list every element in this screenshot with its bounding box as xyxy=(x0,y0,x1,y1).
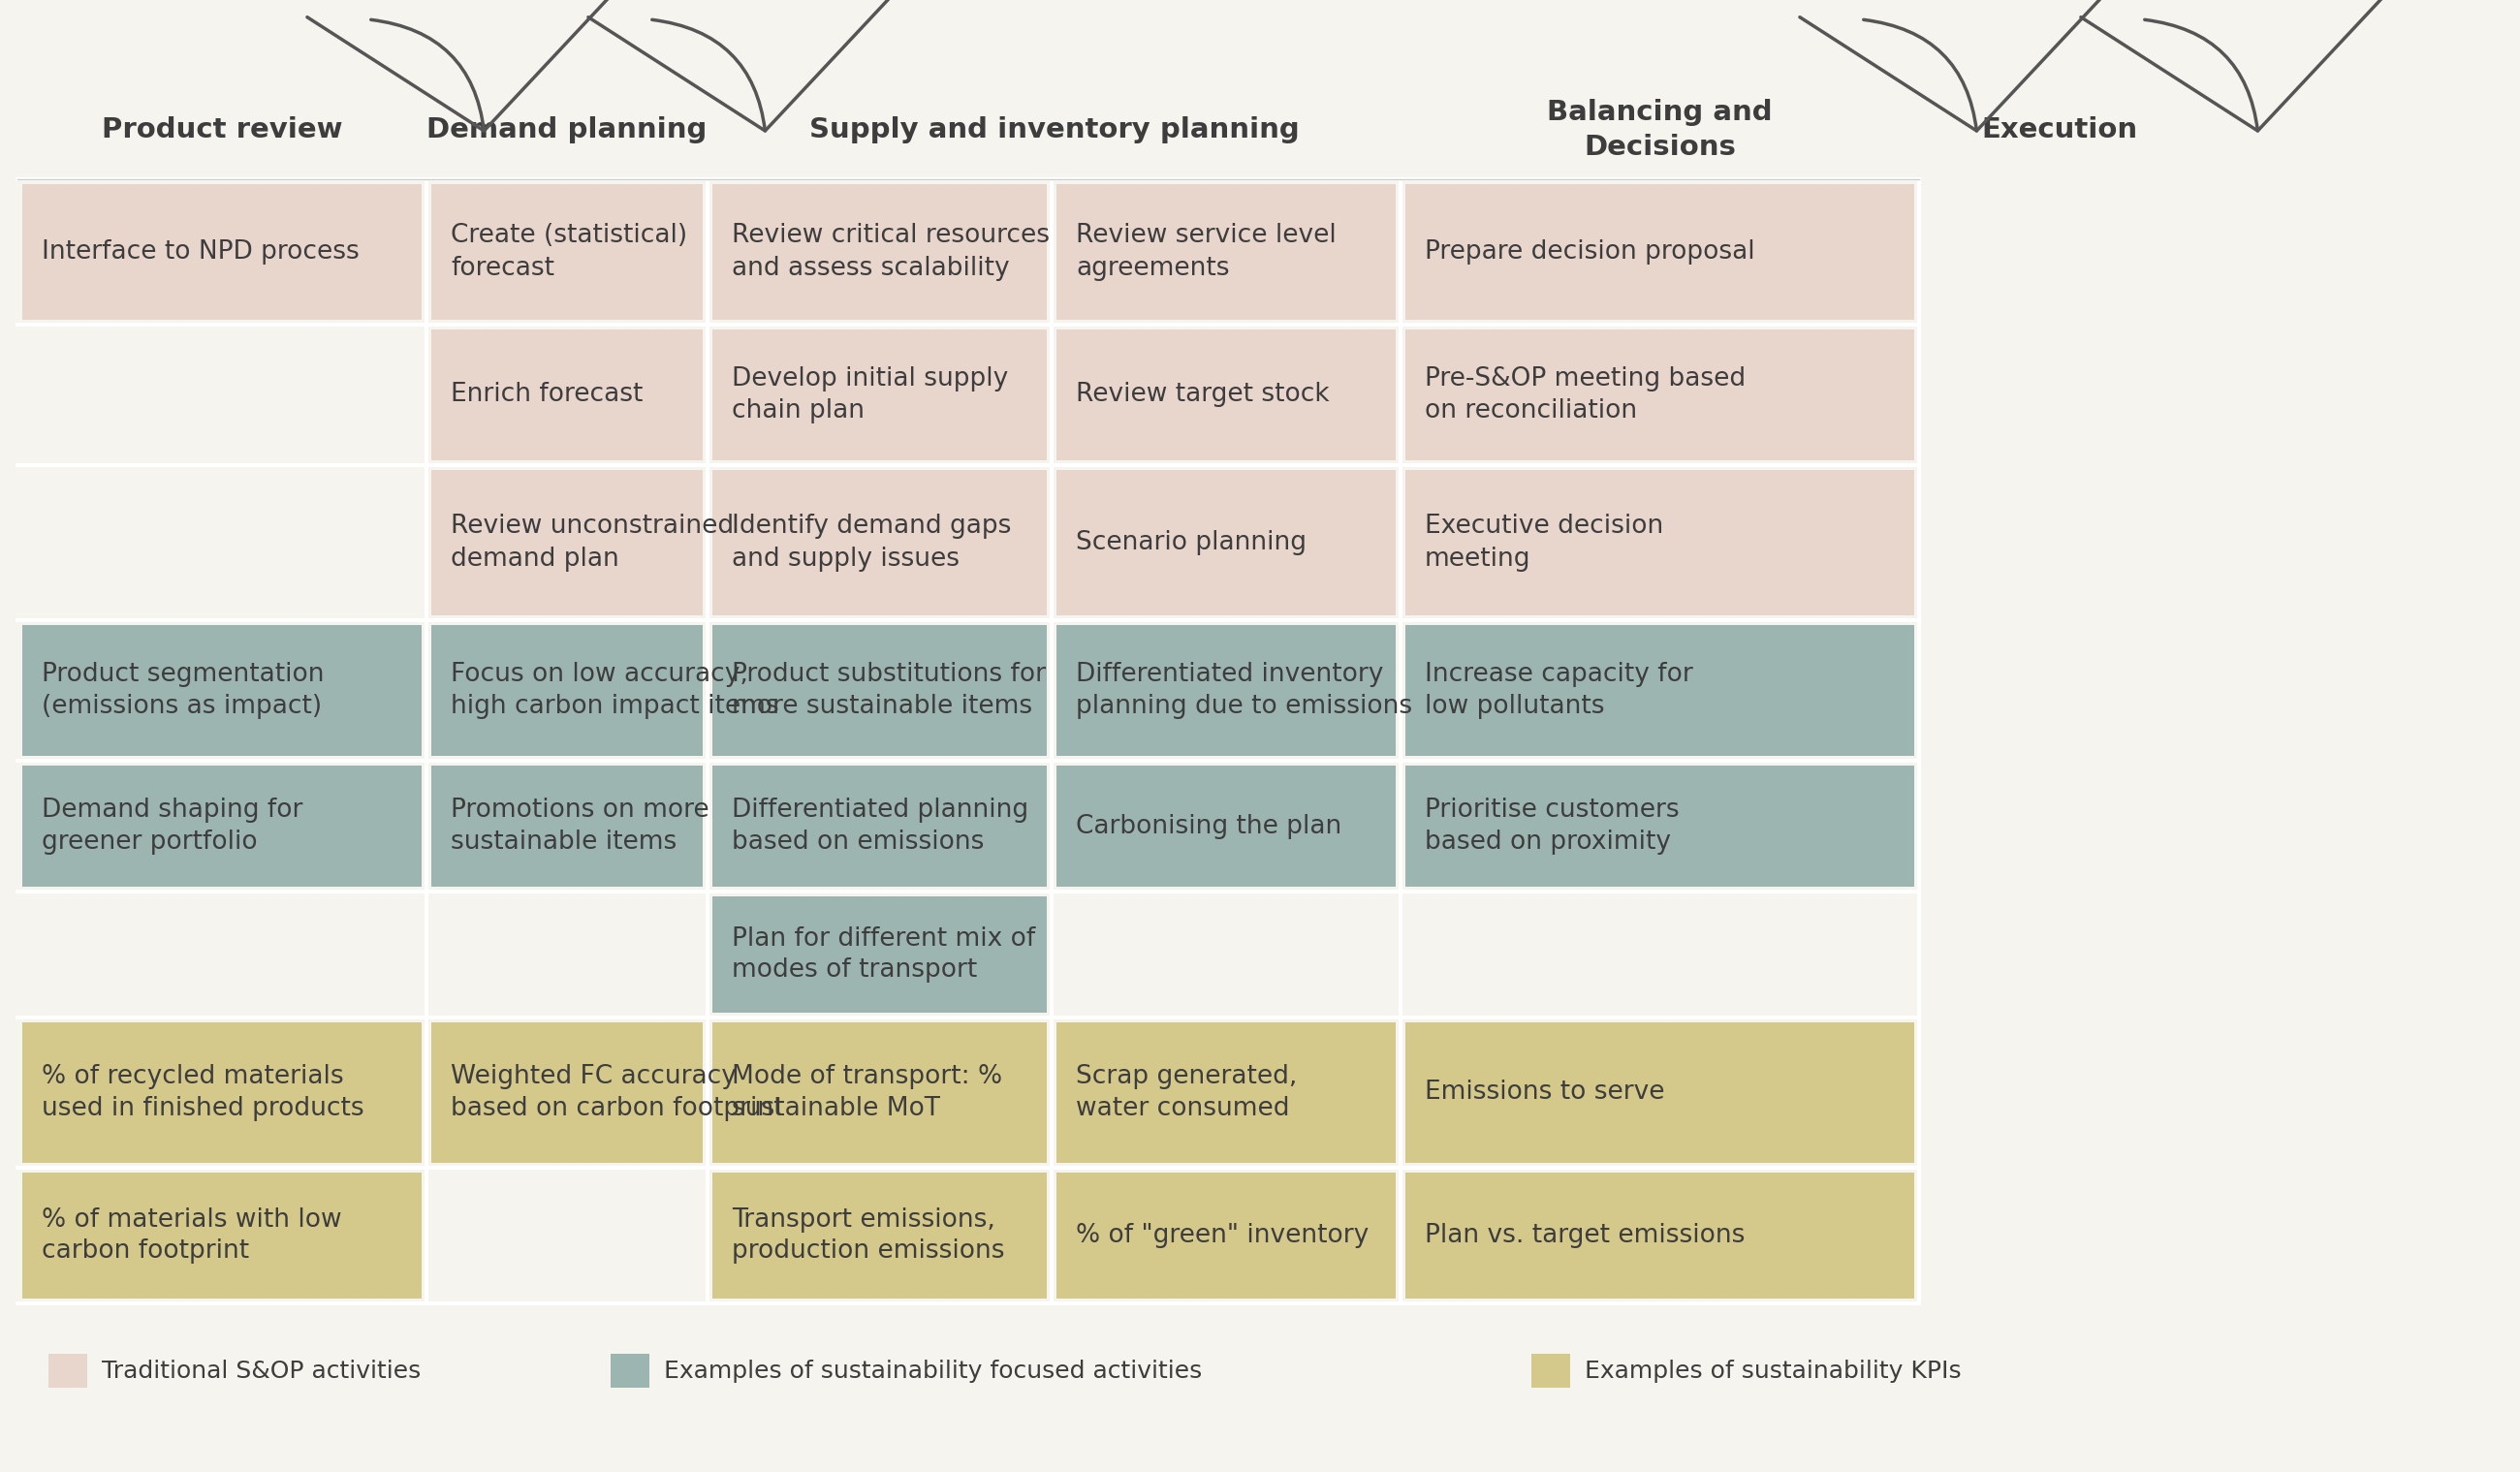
Bar xyxy=(23,1023,421,1163)
Bar xyxy=(713,765,1046,886)
Bar xyxy=(431,1023,703,1163)
Text: Identify demand gaps
and supply issues: Identify demand gaps and supply issues xyxy=(731,514,1011,571)
Bar xyxy=(1406,626,1915,755)
Bar xyxy=(713,626,1046,755)
Bar xyxy=(431,626,703,755)
Bar xyxy=(713,896,1046,1013)
Bar xyxy=(713,330,1046,461)
Bar xyxy=(431,330,703,461)
Text: Carbonising the plan: Carbonising the plan xyxy=(1076,814,1341,839)
Text: Prepare decision proposal: Prepare decision proposal xyxy=(1424,240,1754,265)
Text: Scrap generated,
water consumed: Scrap generated, water consumed xyxy=(1076,1064,1298,1122)
Bar xyxy=(431,184,703,319)
Bar xyxy=(713,184,1046,319)
Bar xyxy=(1056,470,1396,615)
Bar xyxy=(1056,1173,1396,1298)
Text: Product substitutions for
more sustainable items: Product substitutions for more sustainab… xyxy=(731,662,1046,718)
Bar xyxy=(1406,765,1915,886)
Bar xyxy=(1056,1023,1396,1163)
Text: Review critical resources
and assess scalability: Review critical resources and assess sca… xyxy=(731,224,1051,281)
Text: Differentiated inventory
planning due to emissions: Differentiated inventory planning due to… xyxy=(1076,662,1411,718)
Text: Pre-S&OP meeting based
on reconciliation: Pre-S&OP meeting based on reconciliation xyxy=(1424,367,1746,424)
Bar xyxy=(1406,1173,1915,1298)
Text: Demand planning: Demand planning xyxy=(426,116,708,144)
Text: % of "green" inventory: % of "green" inventory xyxy=(1076,1223,1368,1248)
Text: Interface to NPD process: Interface to NPD process xyxy=(43,240,360,265)
Bar xyxy=(23,765,421,886)
Text: % of materials with low
carbon footprint: % of materials with low carbon footprint xyxy=(43,1207,343,1264)
Bar xyxy=(713,1173,1046,1298)
Text: Plan for different mix of
modes of transport: Plan for different mix of modes of trans… xyxy=(731,926,1036,983)
Text: Review service level
agreements: Review service level agreements xyxy=(1076,224,1336,281)
Text: Examples of sustainability focused activities: Examples of sustainability focused activ… xyxy=(663,1360,1202,1382)
Text: Focus on low accuracy,
high carbon impact items: Focus on low accuracy, high carbon impac… xyxy=(451,662,779,718)
Text: Supply and inventory planning: Supply and inventory planning xyxy=(809,116,1300,144)
Bar xyxy=(1406,1023,1915,1163)
Bar xyxy=(1532,1354,1570,1388)
Text: Executive decision
meeting: Executive decision meeting xyxy=(1424,514,1663,571)
Bar xyxy=(1056,626,1396,755)
Bar xyxy=(1056,330,1396,461)
Bar xyxy=(23,1173,421,1298)
Text: Product review: Product review xyxy=(101,116,343,144)
Text: Review unconstrained
demand plan: Review unconstrained demand plan xyxy=(451,514,733,571)
Text: Transport emissions,
production emissions: Transport emissions, production emission… xyxy=(731,1207,1005,1264)
Bar xyxy=(713,1023,1046,1163)
Text: Traditional S&OP activities: Traditional S&OP activities xyxy=(101,1360,421,1382)
Text: Enrich forecast: Enrich forecast xyxy=(451,383,643,408)
Text: Weighted FC accuracy
based on carbon footprint: Weighted FC accuracy based on carbon foo… xyxy=(451,1064,784,1122)
Text: Differentiated planning
based on emissions: Differentiated planning based on emissio… xyxy=(731,798,1028,855)
Bar xyxy=(1406,470,1915,615)
Text: Plan vs. target emissions: Plan vs. target emissions xyxy=(1424,1223,1744,1248)
Text: Create (statistical)
forecast: Create (statistical) forecast xyxy=(451,224,688,281)
Text: % of recycled materials
used in finished products: % of recycled materials used in finished… xyxy=(43,1064,363,1122)
Text: Review target stock: Review target stock xyxy=(1076,383,1331,408)
Text: Increase capacity for
low pollutants: Increase capacity for low pollutants xyxy=(1424,662,1693,718)
Bar xyxy=(1406,330,1915,461)
Text: Develop initial supply
chain plan: Develop initial supply chain plan xyxy=(731,367,1008,424)
Text: Demand shaping for
greener portfolio: Demand shaping for greener portfolio xyxy=(43,798,302,855)
Bar xyxy=(1056,765,1396,886)
Bar xyxy=(1056,184,1396,319)
Text: Scenario planning: Scenario planning xyxy=(1076,530,1305,555)
Text: Examples of sustainability KPIs: Examples of sustainability KPIs xyxy=(1585,1360,1961,1382)
Bar xyxy=(431,470,703,615)
Bar xyxy=(713,470,1046,615)
Text: Mode of transport: %
sustainable MoT: Mode of transport: % sustainable MoT xyxy=(731,1064,1003,1122)
Text: Prioritise customers
based on proximity: Prioritise customers based on proximity xyxy=(1424,798,1678,855)
Bar xyxy=(610,1354,650,1388)
Text: Emissions to serve: Emissions to serve xyxy=(1424,1080,1666,1105)
Text: Product segmentation
(emissions as impact): Product segmentation (emissions as impac… xyxy=(43,662,325,718)
Bar xyxy=(431,765,703,886)
Bar xyxy=(48,1354,88,1388)
Bar xyxy=(1406,184,1915,319)
Text: Balancing and
Decisions: Balancing and Decisions xyxy=(1547,99,1772,160)
Text: Execution: Execution xyxy=(1981,116,2137,144)
Text: Promotions on more
sustainable items: Promotions on more sustainable items xyxy=(451,798,708,855)
Bar xyxy=(23,184,421,319)
Bar xyxy=(23,626,421,755)
